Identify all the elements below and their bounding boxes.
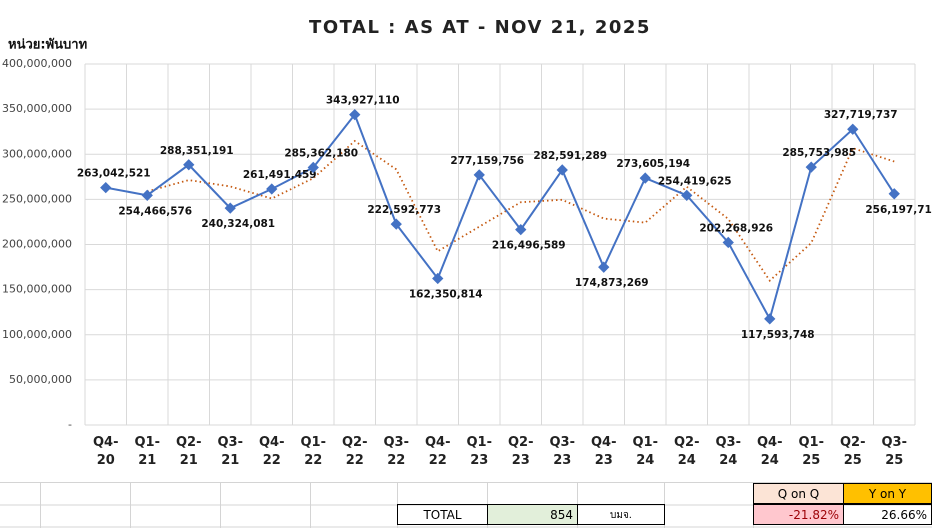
x-tick-label: Q3-21 bbox=[217, 435, 244, 468]
data-label: 202,268,926 bbox=[699, 222, 773, 234]
data-label: 285,362,180 bbox=[284, 147, 358, 159]
point-marker bbox=[473, 169, 485, 181]
x-tick-label: Q2-21 bbox=[176, 435, 202, 468]
total-value: 854 bbox=[487, 504, 578, 525]
y-tick-label: 300,000,000 bbox=[2, 147, 72, 160]
point-marker bbox=[141, 189, 153, 202]
x-tick-label: Q1-25 bbox=[798, 435, 825, 468]
y-tick-label: 50,000,000 bbox=[9, 373, 72, 386]
point-marker bbox=[390, 218, 402, 230]
total-label: TOTAL bbox=[397, 504, 488, 525]
data-label: 282,591,289 bbox=[533, 150, 607, 162]
data-label: 162,350,814 bbox=[409, 288, 483, 300]
x-tick-label: Q4-20 bbox=[93, 435, 119, 468]
y-tick-label: - bbox=[68, 418, 72, 431]
point-marker bbox=[556, 164, 568, 176]
x-tick-label: Q3-22 bbox=[383, 435, 410, 468]
point-marker bbox=[100, 181, 112, 194]
x-tick-label: Q4-22 bbox=[425, 435, 451, 468]
y-tick-label: 200,000,000 bbox=[2, 238, 72, 251]
point-marker bbox=[681, 189, 693, 202]
x-tick-label: Q1-24 bbox=[632, 435, 659, 468]
data-label: 288,351,191 bbox=[160, 145, 234, 157]
data-label: 327,719,737 bbox=[824, 109, 898, 121]
x-tick-label: Q3-24 bbox=[715, 435, 742, 468]
y-tick-label: 150,000,000 bbox=[2, 283, 72, 296]
q-on-q-header: Q on Q bbox=[753, 483, 844, 504]
point-marker bbox=[888, 188, 900, 200]
x-tick-label: Q2-23 bbox=[508, 435, 534, 468]
chart-title: TOTAL : AS AT - NOV 21, 2025 bbox=[309, 17, 651, 38]
point-marker bbox=[764, 313, 776, 325]
y-tick-label: 250,000,000 bbox=[2, 192, 72, 205]
unit-note: หน่วย:พันบาท bbox=[8, 38, 87, 53]
x-tick-label: Q2-24 bbox=[674, 435, 700, 468]
data-label: 240,324,081 bbox=[201, 218, 275, 230]
y-on-y-header: Y on Y bbox=[843, 483, 932, 504]
x-tick-label: Q3-25 bbox=[881, 435, 908, 468]
point-marker bbox=[183, 159, 195, 171]
x-tick-label: Q1-22 bbox=[300, 435, 327, 468]
y-tick-label: 100,000,000 bbox=[2, 328, 72, 341]
q-on-q-value: -21.82% bbox=[753, 504, 844, 525]
data-label: 285,753,985 bbox=[782, 147, 856, 159]
data-label: 263,042,521 bbox=[77, 168, 151, 180]
data-label: 273,605,194 bbox=[616, 158, 690, 170]
point-marker bbox=[805, 161, 817, 173]
data-label: 254,466,576 bbox=[118, 205, 192, 217]
x-tick-label: Q3-23 bbox=[549, 435, 576, 468]
x-tick-label: Q1-23 bbox=[466, 435, 493, 468]
point-marker bbox=[598, 261, 610, 273]
point-marker bbox=[224, 202, 236, 214]
x-tick-label: Q1-21 bbox=[134, 435, 161, 468]
data-label: 254,419,625 bbox=[658, 175, 732, 187]
y-tick-label: 350,000,000 bbox=[2, 102, 72, 115]
data-label: 216,496,589 bbox=[492, 240, 566, 252]
trendline bbox=[147, 139, 895, 283]
y-on-y-value: 26.66% bbox=[843, 504, 932, 525]
point-marker bbox=[307, 161, 319, 174]
unit-cell: บมจ. bbox=[577, 504, 665, 525]
data-label: 277,159,756 bbox=[450, 155, 524, 167]
data-label: 261,491,459 bbox=[243, 169, 317, 181]
x-tick-label: Q4-24 bbox=[757, 435, 783, 468]
data-label: 222,592,773 bbox=[367, 204, 441, 216]
data-label: 174,873,269 bbox=[575, 277, 649, 289]
x-tick-label: Q4-23 bbox=[591, 435, 617, 468]
point-marker bbox=[722, 236, 734, 249]
series-line bbox=[105, 112, 896, 322]
x-tick-label: Q2-25 bbox=[840, 435, 866, 468]
point-marker bbox=[266, 183, 278, 195]
y-tick-label: 400,000,000 bbox=[2, 57, 72, 70]
data-label: 117,593,748 bbox=[741, 329, 815, 341]
point-marker bbox=[515, 223, 527, 236]
point-marker bbox=[432, 272, 444, 285]
point-marker bbox=[639, 172, 651, 184]
x-tick-label: Q4-22 bbox=[259, 435, 285, 468]
data-label: 256,197,711 bbox=[865, 204, 932, 216]
data-label: 343,927,110 bbox=[326, 95, 400, 107]
x-tick-label: Q2-22 bbox=[342, 435, 368, 468]
